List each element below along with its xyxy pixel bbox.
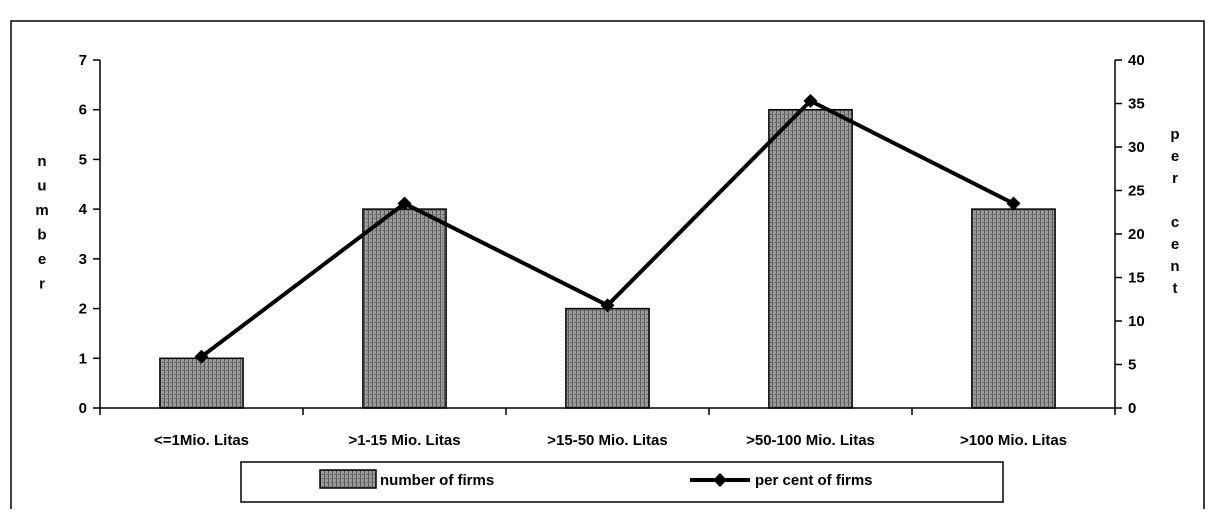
y-left-tick-label-0: 0 xyxy=(79,400,87,417)
legend-label-per-cent-of-firms: per cent of firms xyxy=(755,472,873,489)
x-category-label-5: >100 Mio. Litas xyxy=(960,432,1067,449)
line-point-5 xyxy=(1006,196,1021,211)
y-right-tick-label-8: 40 xyxy=(1128,52,1145,69)
y-right-tick-label-3: 15 xyxy=(1128,270,1145,287)
x-category-label-3: >15-50 Mio. Litas xyxy=(547,432,667,449)
bar-1 xyxy=(159,357,244,409)
line-point-3 xyxy=(600,298,615,313)
y-left-tick-label-6: 6 xyxy=(79,102,87,119)
y-right-tick-label-1: 5 xyxy=(1128,357,1136,374)
bar-3 xyxy=(565,307,650,409)
x-category-label-4: >50-100 Mio. Litas xyxy=(746,432,875,449)
x-category-label-1: <=1Mio. Litas xyxy=(154,432,249,449)
y-left-tick-label-4: 4 xyxy=(79,201,88,218)
y-right-tick-label-5: 25 xyxy=(1128,183,1145,200)
bar-5 xyxy=(971,208,1056,409)
y-left-tick-label-3: 3 xyxy=(79,251,87,268)
y-right-tick-label-2: 10 xyxy=(1128,313,1145,330)
y-right-tick-label-4: 20 xyxy=(1128,226,1145,243)
legend-bar-swatch xyxy=(319,469,377,489)
bar-2 xyxy=(362,208,447,409)
y-right-tick-label-7: 35 xyxy=(1128,96,1145,113)
y-left-tick-label-2: 2 xyxy=(79,301,87,318)
y-right-tick-label-6: 30 xyxy=(1128,139,1145,156)
line-point-4 xyxy=(803,93,818,108)
y-left-tick-label-1: 1 xyxy=(79,350,87,367)
legend-label-number-of-firms: number of firms xyxy=(380,472,494,489)
y-left-tick-label-5: 5 xyxy=(79,151,87,168)
bar-4 xyxy=(768,108,853,409)
y-left-tick-label-7: 7 xyxy=(79,52,87,69)
y-right-tick-label-0: 0 xyxy=(1128,400,1136,417)
x-category-label-2: >1-15 Mio. Litas xyxy=(348,432,460,449)
line-point-2 xyxy=(397,196,412,211)
legend-line-marker xyxy=(713,473,727,487)
line-point-1 xyxy=(194,349,209,364)
